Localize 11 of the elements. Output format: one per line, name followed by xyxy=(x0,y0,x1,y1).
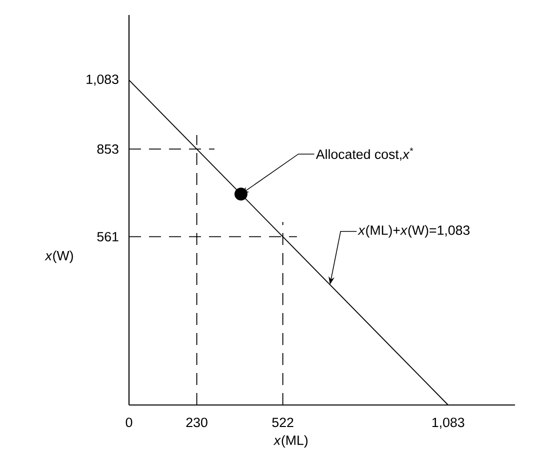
y-axis-title: x(W) xyxy=(44,250,73,263)
y-tick-label: 561 xyxy=(97,232,118,242)
x-axis-title: x(ML) xyxy=(273,435,308,448)
x-tick-label: 1,083 xyxy=(432,418,464,429)
annotation: Allocated cost,x$^{*}$ xyxy=(316,148,414,161)
annotation: x(ML)+x(W)=1,083 xyxy=(358,225,470,238)
x-tick-label: 0 xyxy=(126,418,132,428)
x-tick-label: 522 xyxy=(272,418,294,428)
x-tick-label: 230 xyxy=(186,418,208,428)
y-tick-label: 1,083 xyxy=(86,74,118,86)
y-tick-label: 853 xyxy=(97,144,118,154)
